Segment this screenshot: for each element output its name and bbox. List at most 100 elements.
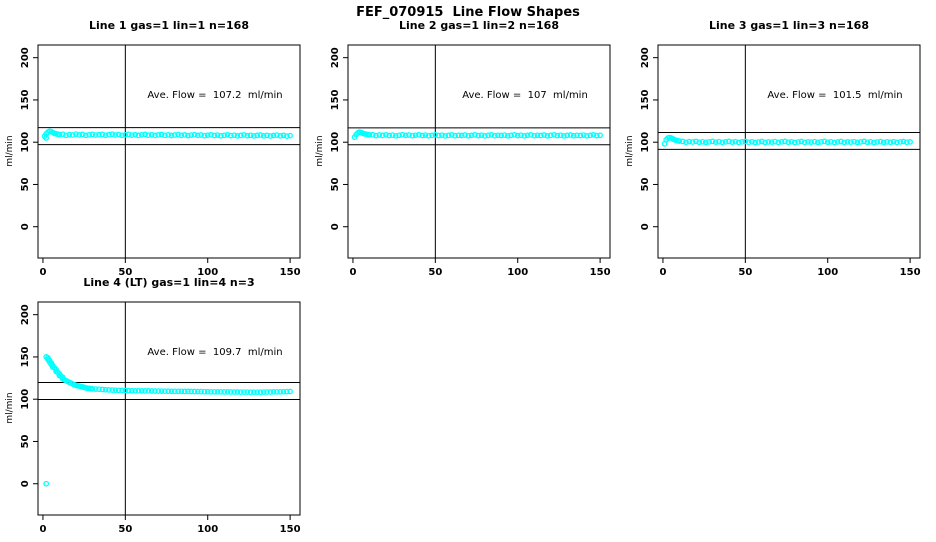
data-point [241, 389, 247, 395]
data-point [211, 388, 218, 395]
panel-line-1: Line 1 gas=1 lin=1 n=168 ml/min Ave. Flo… [0, 0, 310, 285]
data-point [824, 139, 831, 146]
data-point [188, 388, 195, 395]
data-point [491, 132, 498, 139]
data-point [96, 386, 102, 393]
data-point [92, 132, 99, 138]
data-point [432, 131, 439, 138]
data-point [699, 138, 706, 145]
y-tick-label: 100 [330, 132, 341, 153]
data-point [778, 139, 785, 145]
data-point [115, 131, 122, 138]
data-point [181, 132, 188, 138]
data-point [554, 132, 561, 139]
plot-box [37, 301, 301, 516]
data-point [389, 132, 396, 138]
data-point [495, 132, 501, 139]
data-point [798, 138, 805, 145]
data-point [719, 139, 726, 146]
data-point [448, 132, 455, 138]
data-point [716, 138, 722, 145]
data-point [422, 132, 429, 138]
data-point [425, 132, 432, 139]
data-point [135, 132, 142, 139]
data-point [218, 388, 224, 395]
data-point [801, 139, 808, 146]
data-point [102, 132, 109, 139]
data-point [92, 386, 99, 392]
x-tick-label: 0 [39, 267, 46, 278]
y-tick-label: 150 [20, 89, 31, 110]
x-tick-label: 0 [39, 524, 46, 535]
data-point [280, 388, 287, 395]
data-point [251, 389, 257, 396]
data-point [171, 388, 178, 395]
data-point [679, 138, 686, 145]
data-point [894, 139, 900, 146]
data-point [587, 132, 594, 139]
data-point [267, 389, 274, 395]
figure-title: FEF_070915 Line Flow Shapes [356, 5, 580, 20]
plot-canvas: 0 50 100 150 0 50 100 150 200 [640, 44, 921, 278]
data-point [162, 132, 168, 139]
data-point [392, 132, 399, 139]
data-point [782, 138, 788, 145]
data-point [204, 388, 211, 395]
data-point [270, 389, 277, 395]
data-point [478, 132, 485, 139]
plot-box [347, 44, 611, 259]
y-tick-label: 50 [330, 177, 341, 191]
data-point [709, 138, 716, 145]
data-point [138, 131, 145, 138]
data-point [138, 387, 145, 394]
data-point [178, 388, 185, 395]
data-point [805, 139, 811, 145]
plot-canvas: 0 50 100 150 0 50 100 150 200 [330, 44, 611, 278]
data-point [890, 138, 897, 145]
data-point [102, 386, 109, 393]
data-point [376, 132, 383, 138]
data-point [442, 133, 449, 139]
data-point [501, 132, 508, 138]
data-point [765, 139, 772, 145]
data-point [584, 132, 590, 139]
data-point [109, 131, 116, 138]
data-point [142, 131, 148, 138]
panel-line-2: Line 2 gas=1 lin=2 n=168 ml/min Ave. Flo… [310, 0, 620, 285]
y-tick-label: 150 [330, 89, 341, 110]
data-point [834, 139, 841, 145]
data-point [270, 132, 277, 139]
data-point [481, 133, 488, 139]
data-point [758, 138, 765, 145]
y-tick-label: 100 [20, 132, 31, 153]
data-point [880, 139, 887, 146]
data-point [768, 139, 775, 145]
data-point [445, 132, 452, 139]
data-point [89, 131, 96, 138]
data-point [241, 132, 247, 138]
y-tick-label: 50 [640, 177, 651, 191]
data-point [185, 132, 191, 139]
y-tick-label: 150 [20, 346, 31, 367]
data-point [791, 139, 798, 146]
data-point [739, 139, 745, 145]
x-tick-label: 150 [590, 267, 611, 278]
data-point [204, 132, 211, 139]
data-point [227, 389, 234, 395]
data-point [897, 139, 904, 145]
data-point [208, 388, 214, 395]
y-tick-label: 200 [20, 304, 31, 325]
data-point [79, 131, 86, 138]
data-point [191, 131, 198, 138]
data-point [125, 387, 132, 394]
data-point [847, 139, 854, 145]
data-point [745, 139, 752, 146]
data-point [379, 132, 386, 139]
data-point [148, 388, 155, 394]
x-tick-label: 100 [197, 267, 218, 278]
data-point [89, 386, 96, 392]
data-point [155, 132, 162, 138]
ave-flow-annotation: Ave. Flow = 109.7 ml/min [147, 347, 283, 358]
data-point [251, 133, 257, 139]
data-point [468, 132, 475, 139]
